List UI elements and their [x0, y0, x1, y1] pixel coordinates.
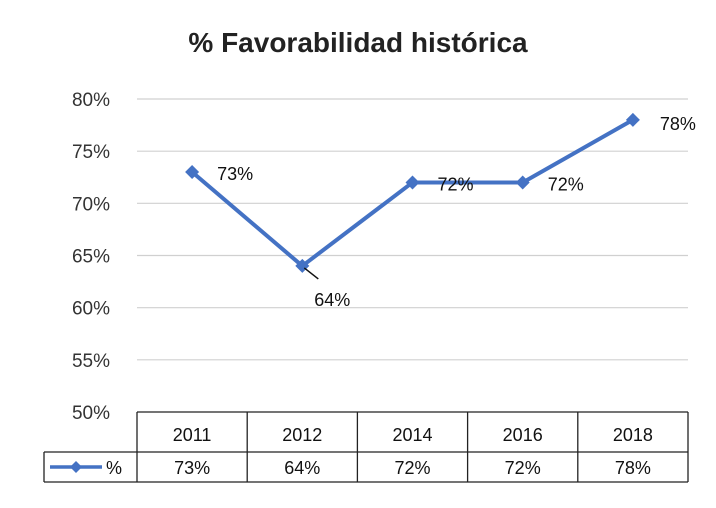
table-header-cell: 2018: [613, 425, 653, 445]
leader-line: [303, 267, 319, 280]
legend-diamond-icon: [70, 461, 82, 473]
y-tick-label: 55%: [72, 351, 110, 372]
data-point-marker: [185, 165, 200, 180]
data-label: 72%: [438, 174, 474, 194]
table-header-cell: 2011: [173, 425, 212, 445]
table-value-cell: 72%: [394, 458, 430, 478]
data-label: 64%: [314, 290, 350, 310]
table-header-cell: 2016: [503, 425, 543, 445]
data-point-marker: [515, 175, 530, 190]
data-table: 2011 2012 2014 2016 2018 73% 64% 72% 72% 78%%: [43, 411, 689, 483]
data-point-marker: [405, 175, 420, 190]
table-header-cell: 2014: [392, 425, 432, 445]
y-axis-ticks: 50% 55% 60% 65% 70% 75% 80%: [72, 90, 110, 424]
y-tick-label: 50%: [72, 403, 110, 424]
series-layer: [185, 112, 640, 273]
data-label: 73%: [217, 164, 253, 184]
y-tick-label: 60%: [72, 299, 110, 320]
table-value-cell: 72%: [505, 458, 541, 478]
y-tick-label: 65%: [72, 247, 110, 268]
table-value-cell: 64%: [284, 458, 320, 478]
y-tick-label: 80%: [72, 90, 110, 111]
gridlines: [137, 98, 688, 361]
data-point-marker: [625, 112, 640, 127]
y-tick-label: 75%: [72, 142, 110, 163]
data-labels: 73% 64% 72% 72% 78%: [217, 114, 696, 310]
table-value-cell: 73%: [174, 458, 210, 478]
legend-series-label: %: [106, 458, 122, 478]
y-tick-label: 70%: [72, 194, 110, 215]
data-label: 78%: [660, 114, 696, 134]
data-label: 72%: [548, 174, 584, 194]
table-value-cell: 78%: [615, 458, 651, 478]
chart-title: % Favorabilidad histórica: [188, 27, 528, 58]
table-header-cell: 2012: [282, 425, 322, 445]
